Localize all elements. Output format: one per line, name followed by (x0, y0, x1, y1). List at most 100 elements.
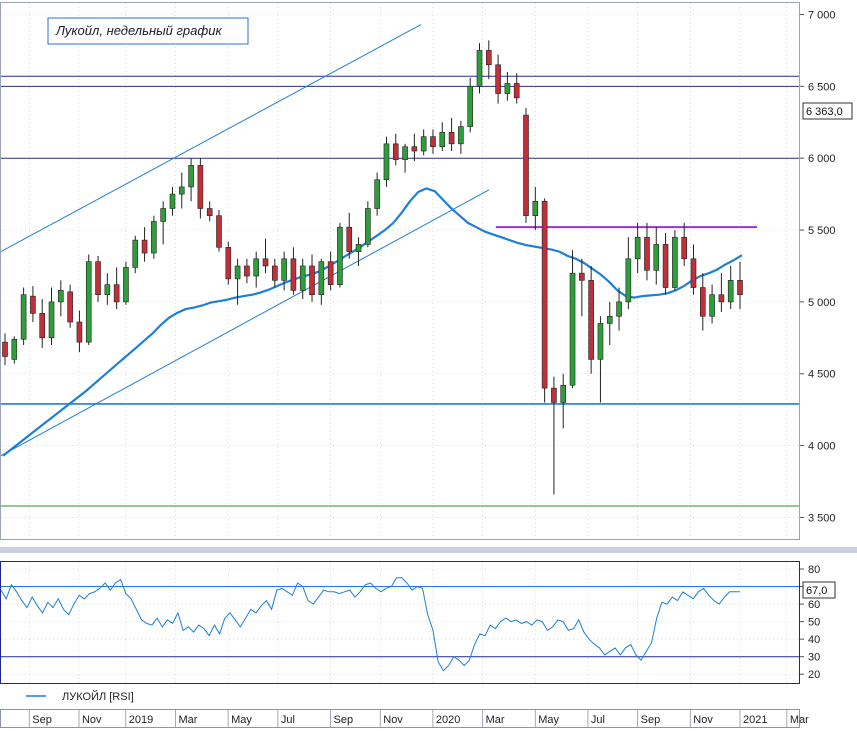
price-tick-label: 5 500 (808, 225, 836, 237)
candle-up (234, 265, 241, 280)
candle-down (244, 265, 250, 277)
candle-down (690, 258, 697, 288)
time-tick-label: May (231, 714, 252, 726)
candle-up (560, 384, 567, 403)
last-price-label: 6 363,0 (806, 106, 843, 118)
candle-up (48, 301, 55, 339)
candle-down (67, 291, 73, 323)
time-tick-label: Sep (334, 714, 354, 726)
candle-up (318, 261, 325, 296)
rsi-series-line (0, 577, 740, 672)
candle-up (11, 338, 18, 360)
candle-up (420, 136, 427, 152)
price-panel: 3 500 4 000 4 500 5 000 5 500 6 000 6 500 7 000… (0, 2, 853, 540)
candle-down (206, 208, 213, 216)
time-tick-label: Mar (486, 714, 505, 726)
rsi-last-box (802, 581, 836, 599)
rsi-legend: ЛУКОЙЛ [RSI] (26, 690, 134, 703)
candle-up (58, 290, 64, 303)
candle-up (625, 258, 632, 303)
candle-up (569, 272, 576, 386)
candle-up (597, 323, 604, 360)
candle-up (132, 239, 139, 268)
candle-down (448, 132, 455, 145)
candle-down (662, 244, 669, 288)
candle-down (495, 64, 501, 94)
candles (2, 40, 743, 495)
candle-down (718, 294, 725, 303)
upper-trend-line (0, 24, 422, 253)
price-tick-label: 4 000 (808, 441, 836, 453)
candle-up (672, 236, 678, 288)
candle-up (606, 315, 613, 324)
candle-up (151, 221, 157, 254)
rsi-levels (1, 586, 799, 658)
time-tick-label: Nov (383, 714, 403, 726)
last-price-box (802, 102, 853, 120)
candle-down (2, 341, 8, 357)
candle-up (365, 208, 371, 245)
candle-up (439, 132, 446, 147)
candle-up (634, 236, 641, 260)
time-axis: Sep Nov 2019 Mar May Jul Sep Nov 2020 Mar May Jul Se… (0, 709, 809, 728)
candle-up (85, 261, 92, 343)
candle-up (160, 208, 166, 222)
time-tick-label: Sep (641, 714, 661, 726)
candle-up (616, 301, 622, 317)
candle-up (458, 126, 464, 145)
candle-down (290, 258, 297, 291)
time-tick-label: Jul (591, 714, 605, 726)
candle-down (430, 136, 436, 147)
price-tick-label: 6 500 (808, 81, 836, 93)
title-box (47, 17, 249, 45)
candle-down (141, 239, 148, 254)
time-tick-label: 2021 (743, 714, 767, 726)
candle-down (551, 387, 557, 403)
candle-down (327, 261, 334, 285)
rsi-panel: 20304050607080 67,0 (0, 561, 836, 684)
candle-down (699, 287, 706, 317)
candle-down (681, 236, 687, 260)
price-tick-label: 4 500 (808, 369, 836, 381)
rsi-panel-frame (0, 561, 800, 684)
candle-up (402, 146, 408, 160)
candle-down (95, 261, 101, 296)
price-tick-label: 3 500 (808, 512, 836, 524)
candle-up (178, 186, 185, 195)
candle-up (467, 86, 473, 127)
price-tick-label: 7 000 (808, 9, 836, 21)
candle-down (225, 246, 232, 280)
time-axis-bar (0, 709, 800, 728)
time-tick-label: 2020 (436, 714, 460, 726)
candle-up (476, 50, 483, 87)
rsi-tick-label: 80 (808, 564, 820, 576)
candle-down (113, 284, 120, 303)
candle-up (253, 258, 260, 277)
rsi-tick-label: 50 (808, 617, 820, 629)
trend-lines (0, 24, 490, 457)
candle-up (104, 284, 111, 296)
candle-down (523, 114, 529, 216)
rsi-tick-label: 40 (808, 634, 820, 646)
candle-up (727, 280, 734, 303)
candle-down (309, 265, 315, 296)
rsi-tick-label: 20 (808, 669, 820, 681)
chart-title: Лукойл, недельный график (55, 23, 222, 38)
candle-down (485, 50, 492, 66)
candle-down (346, 226, 353, 252)
candle-down (197, 165, 204, 209)
rsi-tick-label: 30 (808, 652, 820, 664)
time-tick-label: Nov (82, 714, 102, 726)
lower-trend-line (0, 189, 490, 457)
candle-down (579, 272, 585, 281)
candle-up (169, 193, 176, 209)
candle-down (588, 280, 594, 360)
time-tick-label: 2019 (129, 714, 153, 726)
candle-down (30, 295, 36, 314)
candle-down (76, 321, 83, 343)
panel-splitter[interactable] (0, 547, 857, 553)
candle-up (337, 226, 343, 285)
candle-up (188, 165, 194, 188)
candle-up (532, 201, 539, 216)
